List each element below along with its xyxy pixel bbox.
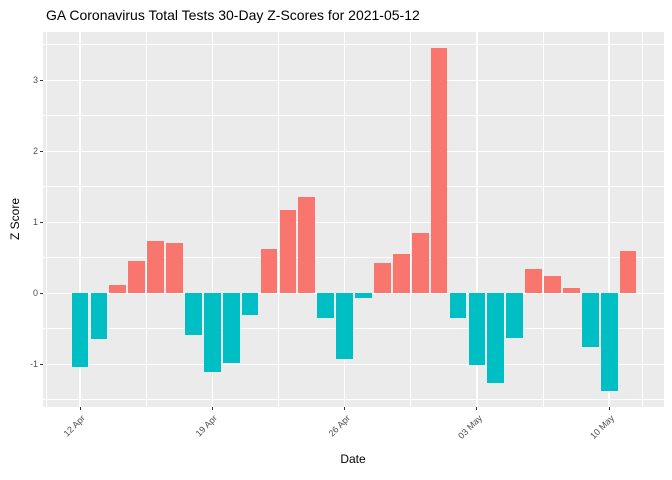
y-axis-title: Z Score	[8, 197, 22, 241]
bar-2021-04-13	[90, 293, 108, 339]
gridline-major-horizontal	[43, 221, 664, 224]
bar-2021-05-10	[600, 293, 618, 392]
bar-2021-05-05	[506, 293, 524, 339]
x-tick-mark	[344, 407, 346, 410]
gridline-major-vertical	[211, 32, 214, 407]
y-tick-mark	[40, 79, 43, 81]
bar-2021-04-25	[317, 293, 335, 319]
plot-panel	[43, 32, 664, 407]
bar-2021-04-15	[128, 260, 146, 294]
gridline-minor-vertical	[542, 32, 544, 407]
gridline-minor-vertical	[410, 32, 412, 407]
y-tick-mark	[40, 221, 43, 223]
bar-2021-04-17	[166, 242, 183, 294]
bar-2021-04-24	[298, 197, 316, 294]
x-tick-label: 03 May	[456, 413, 484, 441]
x-tick-label: 19 Apr	[193, 413, 220, 439]
gridline-minor-vertical	[145, 32, 147, 407]
bar-2021-05-06	[525, 269, 542, 294]
bar-2021-04-30	[411, 232, 429, 294]
bar-2021-05-02	[449, 293, 467, 319]
gridline-minor-vertical	[46, 32, 48, 407]
x-tick-mark	[211, 407, 213, 410]
x-tick-label: 10 May	[588, 413, 617, 441]
bar-2021-05-04	[487, 293, 505, 383]
bar-2021-04-14	[109, 284, 127, 294]
y-tick-mark	[40, 150, 43, 152]
gridline-minor-horizontal	[43, 328, 664, 330]
bar-2021-04-12	[71, 293, 89, 367]
gridline-minor-horizontal	[43, 257, 664, 259]
gridline-major-vertical	[476, 32, 478, 407]
gridline-major-horizontal	[43, 363, 664, 366]
x-tick-label: 26 Apr	[326, 413, 352, 439]
bar-2021-04-20	[222, 293, 240, 363]
gridline-minor-horizontal	[43, 115, 664, 117]
bar-2021-05-11	[619, 250, 637, 294]
gridline-major-vertical	[343, 32, 346, 407]
bar-2021-04-19	[203, 293, 221, 373]
gridline-minor-horizontal	[43, 44, 664, 46]
gridline-minor-vertical	[641, 32, 643, 407]
gridline-minor-horizontal	[43, 399, 664, 401]
bar-2021-04-16	[147, 240, 164, 294]
x-tick-mark	[476, 407, 478, 410]
bar-2021-04-22	[260, 248, 278, 294]
bar-2021-05-09	[581, 293, 599, 348]
gridline-minor-horizontal	[43, 186, 664, 188]
y-tick-label: 2	[32, 145, 38, 156]
bar-2021-04-29	[392, 254, 410, 294]
y-tick-label: 3	[32, 74, 38, 85]
bar-2021-04-23	[279, 209, 297, 294]
bar-2021-04-21	[241, 293, 259, 315]
x-tick-mark	[608, 407, 610, 410]
y-tick-label: 0	[32, 287, 38, 298]
gridline-major-horizontal	[43, 292, 664, 295]
bar-2021-05-08	[563, 288, 580, 294]
x-axis-title: Date	[340, 452, 366, 466]
y-tick-mark	[40, 363, 43, 365]
bar-2021-04-26	[336, 293, 353, 360]
bar-2021-05-01	[430, 47, 448, 294]
bar-2021-04-18	[185, 293, 202, 335]
chart-title: GA Coronavirus Total Tests 30-Day Z-Scor…	[46, 7, 420, 23]
bar-2021-04-27	[355, 293, 372, 298]
x-tick-mark	[79, 407, 81, 410]
gridline-major-vertical	[608, 32, 610, 407]
y-tick-label: -1	[29, 358, 38, 369]
bar-2021-05-07	[544, 276, 561, 294]
y-tick-mark	[40, 292, 43, 294]
bar-2021-04-28	[374, 262, 391, 294]
x-tick-label: 12 Apr	[61, 413, 88, 439]
gridline-major-vertical	[79, 32, 81, 407]
y-tick-label: 1	[32, 216, 38, 227]
gridline-minor-vertical	[277, 32, 279, 407]
bar-2021-05-03	[468, 293, 486, 366]
gridline-major-horizontal	[43, 150, 664, 153]
gridline-major-horizontal	[43, 79, 664, 82]
